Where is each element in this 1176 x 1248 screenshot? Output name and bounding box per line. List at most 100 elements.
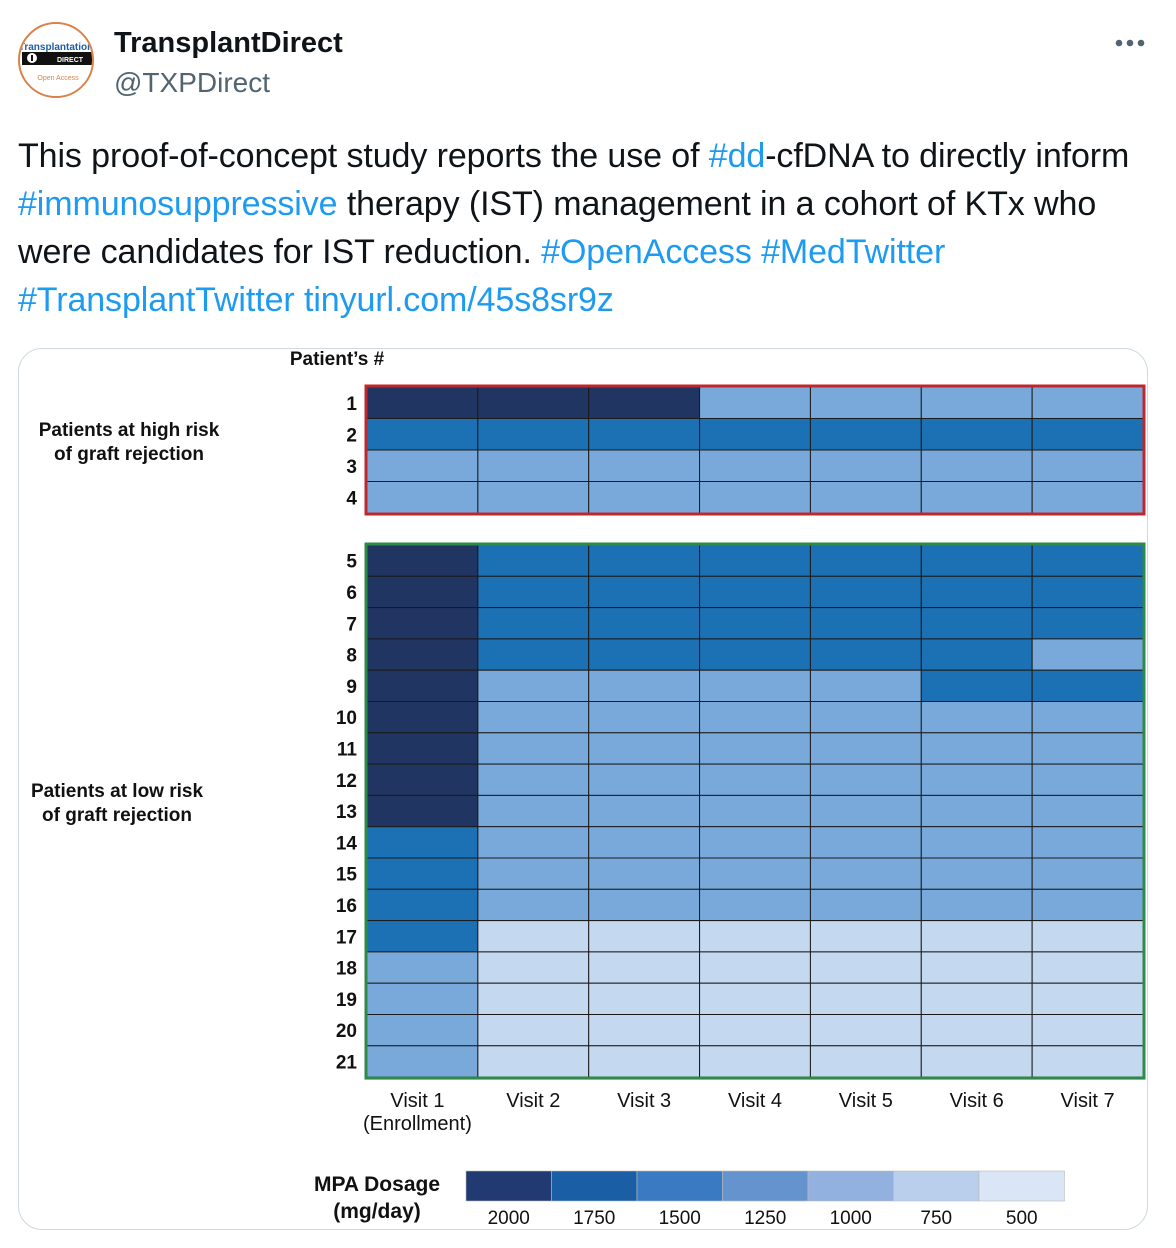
heatmap-cell	[920, 386, 1033, 419]
heatmap-cell	[699, 732, 811, 765]
legend-title: MPA Dosage	[314, 1173, 440, 1196]
tweet-text: This proof-of-concept study reports the …	[18, 132, 1158, 324]
patient-row-label: 7	[346, 614, 357, 635]
heatmap-cell	[588, 638, 701, 671]
patient-row-label: 2	[346, 425, 357, 446]
heatmap-cell	[920, 888, 1033, 922]
heatmap-cell	[1031, 732, 1144, 765]
tweet-text-segment	[295, 281, 304, 319]
heatmap-cell	[809, 763, 922, 796]
patient-row-label: 4	[346, 488, 357, 509]
tweet-text-segment: -cfDNA to directly inform	[765, 137, 1130, 175]
heatmap-cell	[809, 794, 922, 828]
heatmap-cell	[699, 920, 811, 953]
logo-line3: Open Access	[37, 75, 79, 82]
legend-tick-label: 500	[1006, 1208, 1038, 1229]
heatmap-cell	[809, 951, 922, 984]
heatmap-cell	[809, 701, 922, 734]
tweet-text-segment	[752, 233, 761, 271]
heatmap-cell	[809, 607, 922, 640]
legend-tick-label: 1500	[659, 1208, 701, 1229]
heatmap-cell	[366, 920, 479, 953]
legend-tick-label: 750	[920, 1208, 952, 1229]
hashtag-link[interactable]: #OpenAccess	[541, 233, 752, 271]
heatmap-cell	[809, 982, 922, 1016]
heatmap-cell	[1031, 449, 1144, 482]
avatar[interactable]: Transplantation DIRECT Open Access	[18, 22, 94, 98]
heatmap-cell	[366, 732, 479, 765]
heatmap-cell	[588, 701, 701, 734]
heatmap-cell	[699, 951, 811, 984]
heatmap-cell	[366, 888, 479, 922]
heatmap-cell	[588, 888, 701, 922]
heatmap-cell	[366, 638, 479, 671]
heatmap-cell	[477, 638, 590, 671]
tweet-media-image[interactable]: Patient’s # 1 2 3 4 Patients at high risk of …	[18, 348, 1148, 1230]
heatmap-cell	[920, 857, 1033, 890]
heatmap-cell	[699, 826, 811, 859]
heatmap-cell	[809, 857, 922, 890]
heatmap-cell	[699, 669, 811, 703]
url-link[interactable]: tinyurl.com/45s8sr9z	[303, 281, 614, 319]
heatmap-cell	[366, 607, 479, 640]
heatmap-cell	[588, 575, 701, 609]
heatmap-cell	[920, 607, 1033, 640]
legend-swatch	[807, 1170, 894, 1202]
heatmap-cell	[588, 732, 701, 765]
visit-column-label: Visit 6	[950, 1090, 1004, 1112]
patient-row-label: 8	[346, 646, 357, 667]
visit-column-label: Visit 7	[1061, 1090, 1115, 1112]
heatmap-cell	[920, 544, 1033, 577]
group-border	[364, 384, 1146, 516]
heatmap-cell	[477, 794, 590, 828]
heatmap-cell	[366, 544, 479, 577]
more-options-button[interactable]	[1108, 26, 1152, 60]
legend-tick-label: 2000	[488, 1208, 530, 1229]
heatmap-cell	[699, 607, 811, 640]
hashtag-link[interactable]: #immunosuppressive	[18, 185, 338, 223]
heatmap-cell	[809, 669, 922, 703]
heatmap-cell	[809, 1014, 922, 1047]
patient-row-label: 10	[336, 708, 357, 729]
heatmap-cell	[366, 982, 479, 1016]
hashtag-link[interactable]: #MedTwitter	[761, 233, 946, 271]
patient-row-label: 16	[336, 896, 357, 917]
heatmap-cell	[477, 607, 590, 640]
heatmap-cell	[809, 826, 922, 859]
heatmap-cell	[366, 418, 479, 451]
heatmap-cell	[920, 1014, 1033, 1047]
heatmap-cell	[809, 481, 922, 514]
heatmap-cell	[920, 449, 1033, 482]
heatmap-cell	[1031, 544, 1144, 577]
heatmap-cell	[477, 1014, 590, 1047]
heatmap-cell	[477, 951, 590, 984]
heatmap-cell	[1031, 888, 1144, 922]
hashtag-link[interactable]: #dd	[708, 137, 766, 175]
risk-group-label: of graft rejection	[42, 805, 192, 826]
heatmap-cell	[366, 575, 479, 609]
heatmap-cell	[588, 794, 701, 828]
patient-row-label: 17	[336, 927, 357, 948]
user-handle[interactable]: @TXPDirect	[114, 67, 270, 98]
heatmap-cell	[588, 481, 701, 514]
hashtag-link[interactable]: #TransplantTwitter	[18, 281, 295, 319]
heatmap-cell	[477, 826, 590, 859]
heatmap-cell	[588, 1014, 701, 1047]
heatmap-cell	[588, 449, 701, 482]
heatmap-cell	[1031, 763, 1144, 796]
heatmap-cell	[477, 763, 590, 796]
legend-swatch	[465, 1170, 552, 1202]
heatmap-cell	[699, 544, 811, 577]
heatmap-cell	[920, 794, 1033, 828]
heatmap-cell	[699, 638, 811, 671]
visit-column-label: Visit 5	[839, 1090, 893, 1112]
heatmap-cell	[699, 857, 811, 890]
heatmap-cell	[920, 669, 1033, 703]
heatmap-cell	[477, 481, 590, 514]
display-name[interactable]: TransplantDirect	[114, 27, 343, 59]
heatmap-cell	[699, 701, 811, 734]
heatmap-cell	[477, 449, 590, 482]
heatmap-cell	[588, 1045, 701, 1078]
heatmap-cell	[920, 418, 1033, 451]
